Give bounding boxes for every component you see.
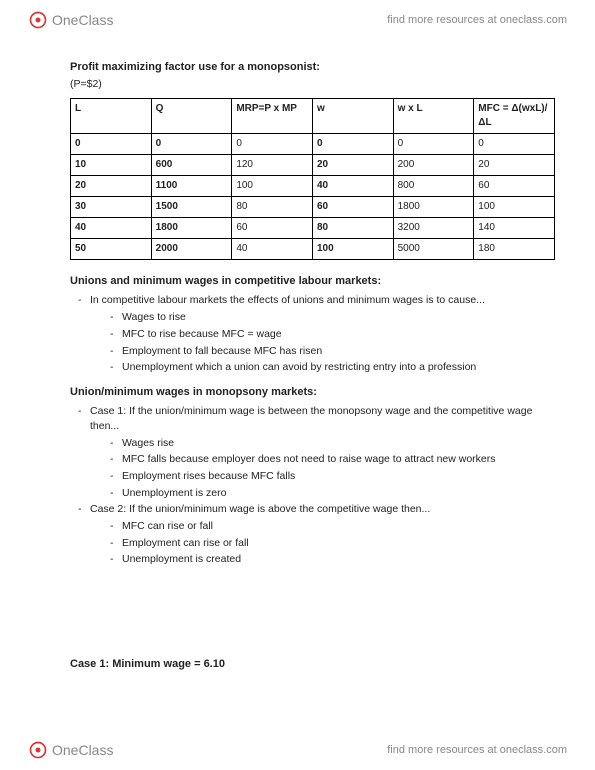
footer-find-link[interactable]: find more resources at oneclass.com	[387, 744, 567, 756]
list-item: Employment can rise or fall	[70, 536, 555, 551]
table-cell: 40	[71, 218, 152, 239]
header-find-link[interactable]: find more resources at oneclass.com	[387, 14, 567, 26]
table-col-header: L	[71, 99, 152, 134]
footer-brand-logo: OneClass	[28, 740, 113, 760]
table-cell: 1800	[393, 197, 474, 218]
case2-lead: Case 2: If the union/minimum wage is abo…	[70, 502, 555, 517]
table-row: 106001202020020	[71, 155, 555, 176]
table-cell: 40	[232, 239, 313, 260]
table-cell: 20	[474, 155, 555, 176]
table-cell: 20	[71, 176, 152, 197]
table-cell: 0	[312, 134, 393, 155]
table-cell: 0	[232, 134, 313, 155]
table-cell: 0	[151, 134, 232, 155]
page-header: OneClass find more resources at oneclass…	[0, 4, 595, 36]
table-cell: 60	[474, 176, 555, 197]
case1-sublist: Wages riseMFC falls because employer doe…	[70, 436, 555, 501]
footer-brand-name: OneClass	[52, 742, 113, 758]
table-cell: 10	[71, 155, 152, 176]
section2-case1: Case 1: If the union/minimum wage is bet…	[70, 404, 555, 433]
list-item: MFC falls because employer does not need…	[70, 452, 555, 467]
case-min-wage: Case 1: Minimum wage = 6.10	[70, 657, 555, 672]
table-col-header: MRP=P x MP	[232, 99, 313, 134]
table-cell: 100	[474, 197, 555, 218]
table-cell: 800	[393, 176, 474, 197]
table-cell: 50	[71, 239, 152, 260]
case1-lead: Case 1: If the union/minimum wage is bet…	[70, 404, 555, 433]
table-col-header: MFC = Δ(wxL)/ΔL	[474, 99, 555, 134]
monopsonist-table: LQMRP=P x MPww x LMFC = Δ(wxL)/ΔL 000000…	[70, 98, 555, 260]
table-cell: 80	[232, 197, 313, 218]
list-item: MFC can rise or fall	[70, 519, 555, 534]
table-row: 40180060803200140	[71, 218, 555, 239]
table-cell: 100	[232, 176, 313, 197]
table-cell: 120	[232, 155, 313, 176]
table-cell: 40	[312, 176, 393, 197]
list-item: Unemployment is created	[70, 552, 555, 567]
table-header-row: LQMRP=P x MPww x LMFC = Δ(wxL)/ΔL	[71, 99, 555, 134]
table-cell: 1100	[151, 176, 232, 197]
table-cell: 5000	[393, 239, 474, 260]
table-row: 502000401005000180	[71, 239, 555, 260]
section2-case2: Case 2: If the union/minimum wage is abo…	[70, 502, 555, 517]
table-cell: 0	[71, 134, 152, 155]
table-cell: 60	[312, 197, 393, 218]
table-cell: 1500	[151, 197, 232, 218]
list-item: Wages rise	[70, 436, 555, 451]
list-item: Employment rises because MFC falls	[70, 469, 555, 484]
logo-icon	[28, 740, 48, 760]
table-cell: 0	[393, 134, 474, 155]
brand-name: OneClass	[52, 12, 113, 28]
table-col-header: w x L	[393, 99, 474, 134]
section2-title: Union/minimum wages in monopsony markets…	[70, 385, 555, 400]
case2-sublist: MFC can rise or fall Employment can rise …	[70, 519, 555, 567]
page-footer: OneClass find more resources at oneclass…	[0, 734, 595, 766]
table-cell: 20	[312, 155, 393, 176]
document-body: Profit maximizing factor use for a monop…	[70, 60, 555, 673]
table-cell: 0	[474, 134, 555, 155]
list-item: Wages to rise	[70, 310, 555, 325]
list-item: MFC to rise because MFC = wage	[70, 327, 555, 342]
list-item: Employment to fall because MFC has risen	[70, 344, 555, 359]
table-cell: 30	[71, 197, 152, 218]
table-cell: 200	[393, 155, 474, 176]
table-cell: 140	[474, 218, 555, 239]
table-cell: 100	[312, 239, 393, 260]
list-item: Unemployment which a union can avoid by …	[70, 360, 555, 375]
table-row: 000000	[71, 134, 555, 155]
table-cell: 80	[312, 218, 393, 239]
table-cell: 1800	[151, 218, 232, 239]
table-cell: 60	[232, 218, 313, 239]
section1-list: In competitive labour markets the effect…	[70, 293, 555, 308]
section1-sublist: Wages to rise MFC to rise because MFC = w…	[70, 310, 555, 375]
table-cell: 2000	[151, 239, 232, 260]
table-row: 2011001004080060	[71, 176, 555, 197]
table-cell: 3200	[393, 218, 474, 239]
doc-subtitle: (P=$2)	[70, 77, 555, 92]
table-row: 30150080601800100	[71, 197, 555, 218]
table-col-header: w	[312, 99, 393, 134]
table-cell: 180	[474, 239, 555, 260]
section1-title: Unions and minimum wages in competitive …	[70, 274, 555, 289]
table-cell: 600	[151, 155, 232, 176]
brand-logo: OneClass	[28, 10, 113, 30]
section1-lead: In competitive labour markets the effect…	[70, 293, 555, 308]
doc-title: Profit maximizing factor use for a monop…	[70, 60, 555, 75]
list-item: Unemployment is zero	[70, 486, 555, 501]
logo-icon	[28, 10, 48, 30]
table-col-header: Q	[151, 99, 232, 134]
